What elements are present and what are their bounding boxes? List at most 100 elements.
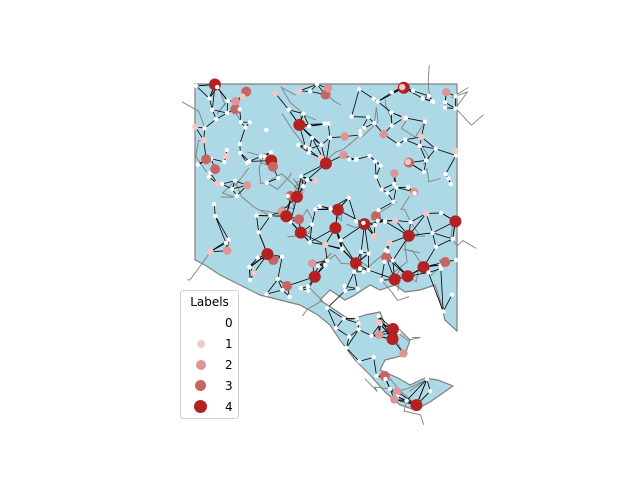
graph-node-label-0 [396,142,401,147]
graph-node-label-0 [424,376,430,382]
graph-node-label-0 [328,206,333,211]
graph-node-label-2 [308,259,317,268]
graph-edge [256,215,260,233]
graph-node-label-3 [440,257,451,268]
graph-edge [377,101,392,113]
graph-node-label-0 [306,150,312,155]
graph-node-label-0 [376,207,381,213]
graph-node-label-0 [213,214,218,219]
graph-node-label-0 [264,180,270,185]
graph-node-label-0 [453,93,458,99]
graph-node-label-0 [450,236,455,242]
graph-node-label-0 [195,162,200,167]
graph-node-label-0 [449,292,455,297]
graph-node-label-2 [231,97,240,106]
graph-node-label-2 [390,395,399,404]
legend-marker-1 [197,340,205,348]
graph-edge [212,109,228,114]
graph-node-label-1 [422,210,430,217]
graph-edge [381,183,395,190]
graph-node-label-3 [230,104,241,115]
graph-edge [419,145,436,150]
graph-node-label-0 [365,114,371,120]
graph-node-label-1 [192,123,199,131]
neighborhood-boundary [400,120,426,138]
graph-node-label-0 [244,160,250,165]
graph-node-label-0 [354,316,360,321]
neighborhood-boundary [216,91,229,115]
graph-node-label-0 [343,288,348,293]
graph-edge [344,271,355,291]
graph-node-label-0 [367,153,372,159]
graph-node-label-0 [344,345,349,351]
graph-node-label-0 [323,262,328,268]
graph-node-label-0 [237,141,243,147]
graph-node-label-2 [392,387,402,396]
graph-edge [435,148,457,156]
graph-node-label-0 [309,222,315,227]
graph-node-label-0 [215,84,220,90]
graph-node-label-1 [312,177,319,185]
graph-node-label-0 [379,187,384,192]
graph-node-label-0 [325,305,330,311]
graph-edge [445,155,457,175]
legend-marker-0 [198,320,204,326]
graph-node-label-0 [349,114,354,119]
graph-node-label-0 [382,219,388,224]
graph-node-label-0 [438,266,444,271]
graph-edge [392,187,397,202]
graph-node-label-0 [442,100,448,105]
graph-node-label-0 [375,99,381,104]
graph-node-label-0 [243,125,248,130]
graph-node-label-0 [341,316,346,321]
graph-node-label-0 [358,249,364,254]
graph-edge [343,318,359,324]
graph-edge [335,327,350,338]
graph-node-label-0 [262,154,267,159]
neighborhood-boundary [452,238,477,249]
graph-node-label-0 [412,191,417,196]
graph-edge [359,356,374,362]
graph-node-label-0 [383,376,388,382]
graph-node-label-0 [387,386,393,392]
graph-edge [405,139,420,147]
graph-node-label-0 [305,284,311,289]
graph-node-label-0 [389,90,394,95]
graph-node-label-0 [210,107,215,112]
graph-edge [381,261,385,281]
graph-node-label-1 [200,136,207,144]
neighborhood-boundary [234,180,270,216]
graph-node-label-3 [293,214,304,225]
graph-node-label-0 [389,110,394,115]
graph-node-label-0 [225,98,231,104]
neighborhood-boundary [364,378,391,392]
graph-node-label-0 [376,313,381,319]
legend-label-4: 4 [225,400,233,414]
graph-edge [375,176,382,190]
graph-edge [214,216,227,244]
graph-node-label-0 [254,213,259,218]
graph-node-label-0 [314,82,320,87]
graph-node-label-0 [301,183,306,189]
graph-node-label-0 [417,143,423,149]
graph-node-label-0 [309,135,315,141]
graph-node-label-0 [375,218,380,224]
neighborhood-boundary [448,223,454,243]
graph-edge [358,88,374,100]
graph-node-label-0 [298,285,304,291]
graph-node-label-0 [443,171,448,177]
graph-node-label-0 [247,277,253,283]
legend-entry-3: 3 [181,377,238,397]
graph-edge [405,117,425,123]
graph-node-label-0 [453,106,458,111]
graph-node-label-0 [426,93,432,99]
graph-node-label-4 [308,270,321,283]
legend-entry-0: 0 [181,314,238,334]
graph-edge [419,145,427,161]
graph-node-label-0 [247,264,252,270]
graph-node-label-2 [323,84,333,93]
graph-node-label-4 [388,273,401,286]
neighborhood-boundary [381,279,410,302]
graph-node-label-0 [303,144,308,149]
neighborhood-boundary [187,251,211,281]
